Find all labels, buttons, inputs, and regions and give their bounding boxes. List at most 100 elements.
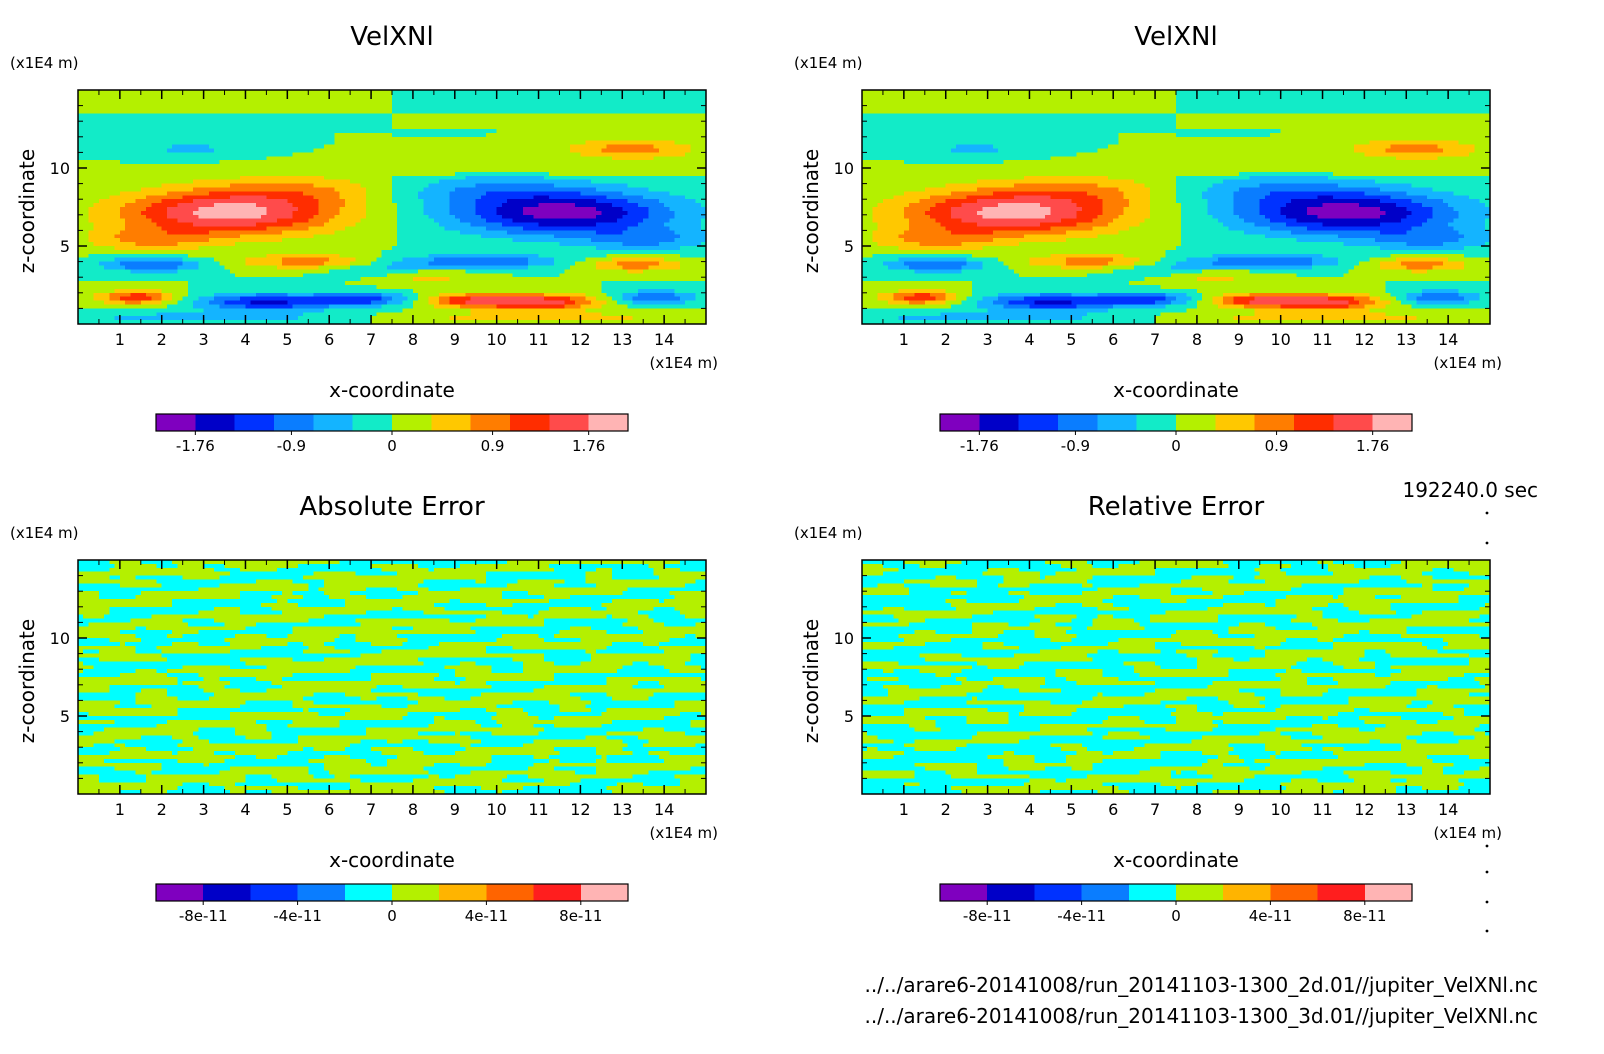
heatmap-cell bbox=[334, 214, 367, 220]
heatmap-cell bbox=[1359, 261, 1381, 267]
heatmap-cell bbox=[971, 696, 978, 701]
heatmap-cell bbox=[606, 614, 613, 620]
heatmap-cell bbox=[606, 731, 686, 737]
heatmap-cell bbox=[1202, 269, 1250, 274]
heatmap-cell bbox=[214, 606, 241, 612]
heatmap-cell bbox=[1160, 649, 1177, 655]
heatmap-cell bbox=[1003, 630, 1036, 635]
heatmap-cell bbox=[78, 90, 393, 95]
heatmap-cell bbox=[449, 199, 477, 204]
heatmap-cell bbox=[1390, 665, 1491, 670]
heatmap-cell bbox=[1024, 661, 1125, 666]
heatmap-cell bbox=[1453, 191, 1491, 196]
heatmap-cell bbox=[156, 312, 304, 317]
heatmap-cell bbox=[496, 129, 707, 134]
heatmap-cell bbox=[585, 579, 697, 584]
heatmap-cell bbox=[862, 281, 973, 286]
heatmap-cell bbox=[1202, 195, 1235, 200]
heatmap-cell bbox=[512, 273, 561, 278]
heatmap-cell bbox=[1254, 222, 1287, 228]
heatmap-cell bbox=[643, 218, 670, 224]
heatmap-cell bbox=[1338, 595, 1376, 600]
heatmap-cell bbox=[397, 207, 424, 212]
heatmap-cell bbox=[1223, 300, 1235, 306]
heatmap-cell bbox=[235, 634, 267, 639]
heatmap-cell bbox=[1333, 641, 1423, 647]
heatmap-cell bbox=[78, 626, 137, 631]
x-tick-label: 13 bbox=[1396, 800, 1416, 819]
heatmap-cell bbox=[460, 587, 629, 592]
heatmap-cell bbox=[1160, 257, 1188, 263]
heatmap-cell bbox=[114, 766, 163, 772]
x-tick-label: 11 bbox=[1312, 800, 1332, 819]
heatmap-cell bbox=[903, 238, 994, 243]
heatmap-cell bbox=[412, 778, 503, 783]
heatmap-cell bbox=[862, 739, 894, 744]
heatmap-cell bbox=[1081, 583, 1093, 588]
heatmap-cell bbox=[1264, 195, 1318, 200]
heatmap-cell bbox=[1343, 665, 1376, 670]
heatmap-cell bbox=[554, 673, 707, 678]
y-tick-label: 10 bbox=[834, 629, 854, 648]
colorbar-tick-label: 0.9 bbox=[481, 437, 505, 455]
heatmap-cell bbox=[1254, 575, 1371, 581]
heatmap-cell bbox=[549, 606, 592, 612]
heatmap-cell bbox=[397, 634, 503, 639]
heatmap-cell bbox=[1034, 630, 1067, 635]
heatmap-cell bbox=[486, 226, 524, 231]
heatmap-cell bbox=[585, 140, 676, 146]
heatmap-cell bbox=[1097, 148, 1355, 153]
heatmap-cell bbox=[161, 762, 205, 768]
heatmap-cell bbox=[690, 653, 707, 659]
heatmap-cell bbox=[428, 723, 482, 729]
colorbar-swatch bbox=[1081, 884, 1130, 901]
heatmap-cell bbox=[1416, 688, 1491, 694]
chart-panel-3: Absolute Error(x1E4 m)1 2 3 4 5 6 7 8 9 10 11 12 13 1… bbox=[10, 492, 718, 925]
heatmap-cell bbox=[664, 563, 707, 569]
heatmap-cell bbox=[119, 790, 142, 795]
heatmap-cell bbox=[590, 653, 691, 659]
heatmap-cell bbox=[1406, 191, 1454, 196]
heatmap-cell bbox=[1333, 638, 1444, 643]
heatmap-cell bbox=[397, 210, 424, 216]
heatmap-cell bbox=[862, 591, 910, 596]
heatmap-cell bbox=[1055, 669, 1104, 674]
heatmap-cell bbox=[271, 680, 456, 686]
heatmap-cell bbox=[956, 677, 968, 682]
heatmap-cell bbox=[685, 614, 707, 620]
heatmap-cell bbox=[166, 692, 215, 698]
heatmap-cell bbox=[491, 755, 534, 760]
heatmap-cell bbox=[1003, 579, 1088, 584]
heatmap-cell bbox=[690, 657, 707, 662]
x-tick-label: 6 bbox=[324, 800, 334, 819]
heatmap-cell bbox=[679, 265, 707, 270]
heatmap-cell bbox=[501, 610, 540, 616]
heatmap-cell bbox=[1285, 669, 1303, 674]
heatmap-cell bbox=[187, 288, 414, 294]
heatmap-cell bbox=[935, 630, 973, 635]
heatmap-cell bbox=[1380, 199, 1413, 204]
heatmap-cell bbox=[862, 684, 884, 690]
heatmap-cell bbox=[287, 723, 341, 729]
heatmap-cell bbox=[1421, 766, 1444, 772]
heatmap-cell bbox=[1421, 288, 1460, 294]
heatmap-cell bbox=[1238, 622, 1266, 627]
heatmap-cell bbox=[1390, 778, 1407, 783]
heatmap-cell bbox=[637, 203, 665, 208]
heatmap-cell bbox=[78, 719, 116, 725]
heatmap-cell bbox=[554, 567, 597, 573]
heatmap-cell bbox=[538, 222, 597, 228]
y-tick-label: 10 bbox=[50, 159, 70, 178]
heatmap-cell bbox=[486, 132, 707, 138]
heatmap-cell bbox=[78, 700, 121, 705]
heatmap-cell bbox=[282, 261, 325, 267]
heatmap-cell bbox=[93, 731, 194, 737]
heatmap-cell bbox=[1071, 766, 1093, 772]
heatmap-cell bbox=[862, 164, 1491, 169]
heatmap-cell bbox=[1249, 300, 1350, 306]
heatmap-cell bbox=[580, 661, 634, 666]
y-tick-label: 10 bbox=[50, 629, 70, 648]
heatmap-cell bbox=[622, 207, 650, 212]
heatmap-cell bbox=[182, 782, 210, 787]
heatmap-cell bbox=[412, 277, 451, 282]
